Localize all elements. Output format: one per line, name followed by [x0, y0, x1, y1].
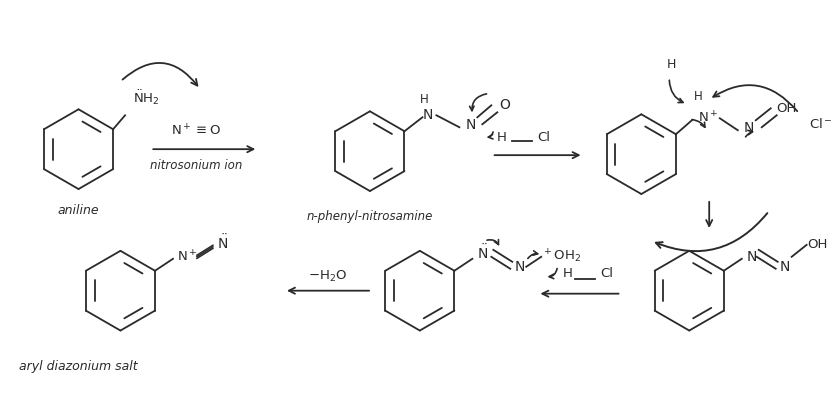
Text: N$^+$$\mathdefault{\equiv}$O: N$^+$$\mathdefault{\equiv}$O — [171, 124, 221, 139]
Text: N: N — [780, 260, 790, 274]
Text: nitrosonium ion: nitrosonium ion — [150, 159, 243, 172]
Text: $-$H$_2$O: $-$H$_2$O — [308, 269, 348, 284]
Text: Cl: Cl — [538, 131, 550, 144]
Text: H: H — [420, 93, 428, 106]
Text: aniline: aniline — [58, 204, 99, 217]
Text: H: H — [496, 131, 507, 144]
Text: Cl$^-$: Cl$^-$ — [809, 117, 832, 131]
Text: N: N — [743, 121, 754, 135]
Text: OH: OH — [807, 238, 828, 251]
Text: O: O — [499, 98, 510, 113]
Text: H: H — [563, 267, 572, 280]
Text: Cl: Cl — [601, 267, 613, 280]
Text: N: N — [423, 108, 433, 122]
Text: $^+$OH$_2$: $^+$OH$_2$ — [542, 248, 581, 265]
Text: N$^+$: N$^+$ — [698, 111, 718, 126]
Text: OH: OH — [777, 102, 797, 115]
Text: N: N — [465, 118, 475, 132]
Text: n-phenyl-nitrosamine: n-phenyl-nitrosamine — [307, 210, 433, 223]
Text: N: N — [747, 250, 757, 264]
Text: $\mathdefault{\ddot{N}}$H$_2$: $\mathdefault{\ddot{N}}$H$_2$ — [133, 89, 160, 107]
Text: N: N — [514, 260, 525, 274]
Text: H: H — [694, 90, 702, 103]
Text: N$^+$: N$^+$ — [177, 249, 197, 265]
Text: $\mathdefault{\ddot{N}}$: $\mathdefault{\ddot{N}}$ — [477, 243, 488, 262]
Text: H: H — [667, 58, 676, 71]
Text: aryl diazonium salt: aryl diazonium salt — [18, 360, 137, 373]
Text: $\mathdefault{\ddot{N}}$: $\mathdefault{\ddot{N}}$ — [217, 233, 228, 252]
